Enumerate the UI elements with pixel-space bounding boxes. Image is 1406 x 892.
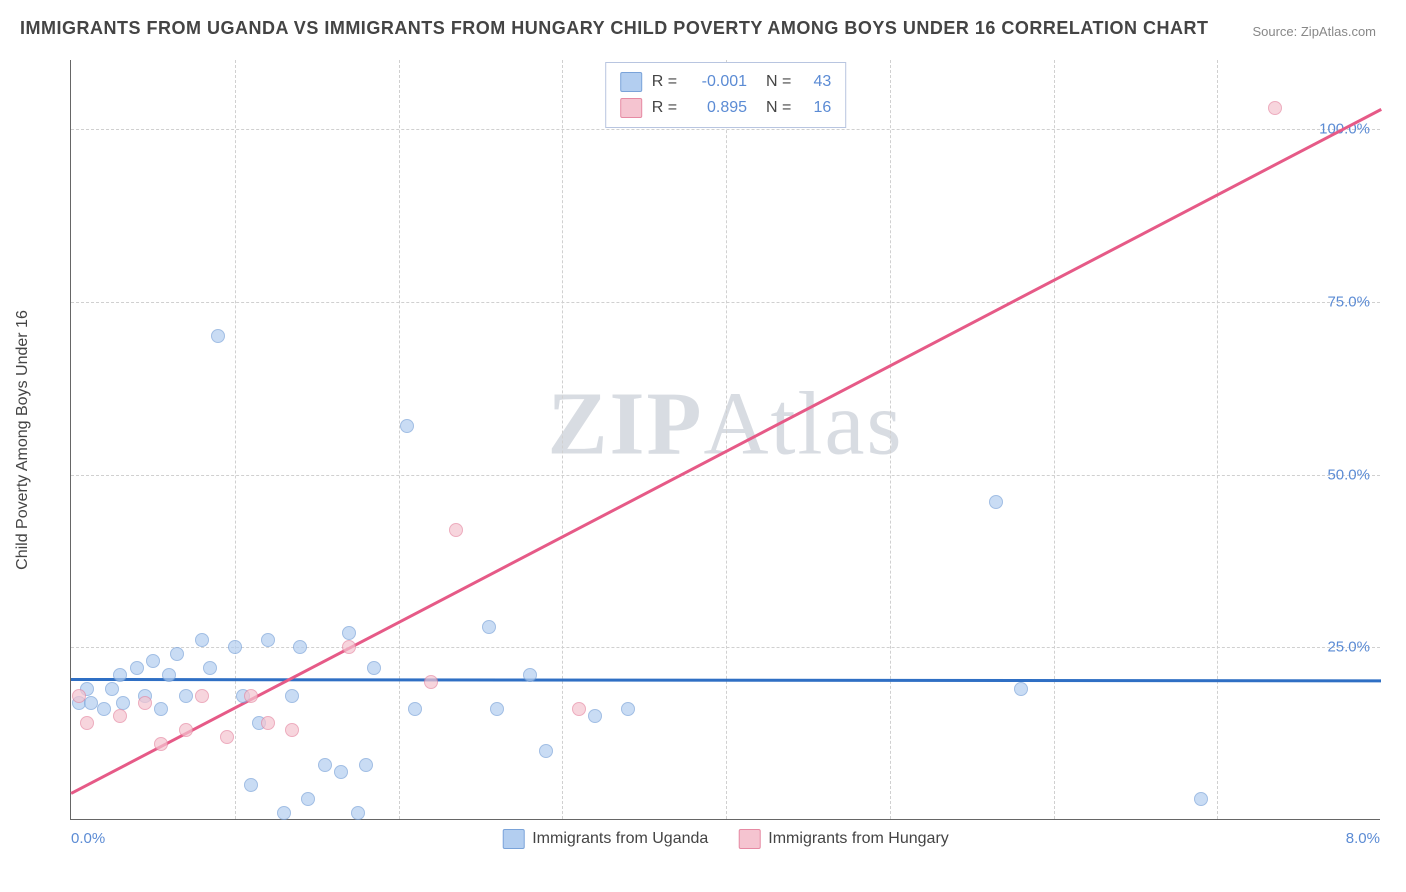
legend-swatch [620,98,642,118]
legend-stat-row: R = -0.001 N = 43 [620,69,832,95]
data-point [1268,101,1282,115]
data-point [400,419,414,433]
x-tick-label: 0.0% [71,830,105,847]
data-point [1014,682,1028,696]
data-point [285,689,299,703]
legend-r-value: 0.895 [687,99,747,117]
data-point [211,329,225,343]
legend-stats: R = -0.001 N = 43R = 0.895 N = 16 [605,62,847,128]
data-point [572,702,586,716]
data-point [334,765,348,779]
data-point [351,806,365,820]
data-point [261,716,275,730]
data-point [228,640,242,654]
chart-source: Source: ZipAtlas.com [1252,24,1376,39]
data-point [97,702,111,716]
gridline-vertical [399,60,400,819]
data-point [80,716,94,730]
data-point [195,633,209,647]
data-point [261,633,275,647]
legend-item: Immigrants from Hungary [738,829,949,849]
legend-r-label: R = [652,99,677,117]
data-point [989,495,1003,509]
legend-swatch [738,829,760,849]
data-point [523,668,537,682]
legend-label: Immigrants from Hungary [768,830,949,848]
data-point [113,668,127,682]
data-point [342,626,356,640]
data-point [367,661,381,675]
data-point [195,689,209,703]
data-point [244,689,258,703]
data-point [244,778,258,792]
gridline-vertical [1217,60,1218,819]
legend-r-label: R = [652,73,677,91]
data-point [490,702,504,716]
data-point [146,654,160,668]
legend-label: Immigrants from Uganda [532,830,708,848]
data-point [588,709,602,723]
x-tick-label: 8.0% [1346,830,1380,847]
data-point [130,661,144,675]
chart-area: ZIPAtlas R = -0.001 N = 43R = 0.895 N = … [70,60,1380,850]
data-point [539,744,553,758]
legend-item: Immigrants from Uganda [502,829,708,849]
legend-r-value: -0.001 [687,73,747,91]
legend-n-value: 43 [801,73,831,91]
legend-stat-row: R = 0.895 N = 16 [620,95,832,121]
chart-title: IMMIGRANTS FROM UGANDA VS IMMIGRANTS FRO… [20,18,1209,39]
data-point [408,702,422,716]
y-tick-label: 25.0% [1327,639,1370,656]
data-point [179,689,193,703]
legend-n-label: N = [757,73,791,91]
gridline-vertical [890,60,891,819]
data-point [220,730,234,744]
data-point [621,702,635,716]
data-point [285,723,299,737]
data-point [342,640,356,654]
data-point [293,640,307,654]
plot-region: ZIPAtlas R = -0.001 N = 43R = 0.895 N = … [70,60,1380,820]
data-point [318,758,332,772]
legend-n-label: N = [757,99,791,117]
data-point [179,723,193,737]
y-tick-label: 50.0% [1327,466,1370,483]
legend-swatch [502,829,524,849]
data-point [482,620,496,634]
data-point [138,696,152,710]
data-point [105,682,119,696]
data-point [72,689,86,703]
data-point [1194,792,1208,806]
data-point [449,523,463,537]
data-point [162,668,176,682]
data-point [424,675,438,689]
data-point [154,702,168,716]
y-tick-label: 75.0% [1327,293,1370,310]
data-point [203,661,217,675]
data-point [113,709,127,723]
legend-n-value: 16 [801,99,831,117]
data-point [359,758,373,772]
gridline-vertical [1054,60,1055,819]
gridline-vertical [726,60,727,819]
data-point [301,792,315,806]
data-point [154,737,168,751]
data-point [116,696,130,710]
legend-series: Immigrants from Uganda Immigrants from Hu… [502,829,949,849]
data-point [170,647,184,661]
data-point [277,806,291,820]
gridline-vertical [562,60,563,819]
legend-swatch [620,72,642,92]
y-axis-label: Child Poverty Among Boys Under 16 [14,310,32,570]
